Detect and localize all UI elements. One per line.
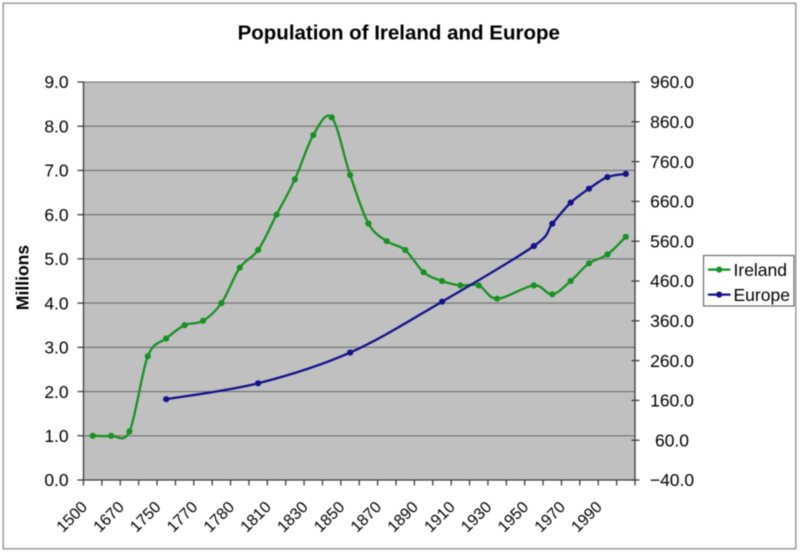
svg-text:Ireland: Ireland bbox=[734, 260, 788, 280]
svg-text:8.0: 8.0 bbox=[44, 116, 69, 136]
svg-text:660.0: 660.0 bbox=[650, 192, 694, 212]
svg-text:260.0: 260.0 bbox=[650, 351, 694, 371]
svg-text:Millions: Millions bbox=[13, 245, 33, 310]
svg-text:2.0: 2.0 bbox=[44, 382, 69, 402]
svg-text:Europe: Europe bbox=[734, 285, 790, 305]
svg-text:9.0: 9.0 bbox=[44, 72, 69, 92]
svg-text:4.0: 4.0 bbox=[44, 293, 69, 313]
svg-text:Population of Ireland and Euro: Population of Ireland and Europe bbox=[238, 22, 560, 45]
svg-text:1.0: 1.0 bbox=[44, 426, 69, 446]
svg-text:60.0: 60.0 bbox=[655, 430, 689, 450]
svg-text:960.0: 960.0 bbox=[650, 72, 694, 92]
svg-text:0.0: 0.0 bbox=[44, 470, 69, 490]
svg-text:460.0: 460.0 bbox=[650, 271, 694, 291]
svg-text:860.0: 860.0 bbox=[650, 112, 694, 132]
svg-text:7.0: 7.0 bbox=[44, 161, 69, 181]
svg-text:5.0: 5.0 bbox=[44, 249, 69, 269]
svg-text:360.0: 360.0 bbox=[650, 311, 694, 331]
svg-text:6.0: 6.0 bbox=[44, 205, 69, 225]
svg-text:3.0: 3.0 bbox=[44, 338, 69, 358]
svg-text:−40.0: −40.0 bbox=[650, 470, 695, 490]
svg-text:760.0: 760.0 bbox=[650, 152, 694, 172]
svg-text:560.0: 560.0 bbox=[650, 231, 694, 251]
svg-text:160.0: 160.0 bbox=[650, 391, 694, 411]
